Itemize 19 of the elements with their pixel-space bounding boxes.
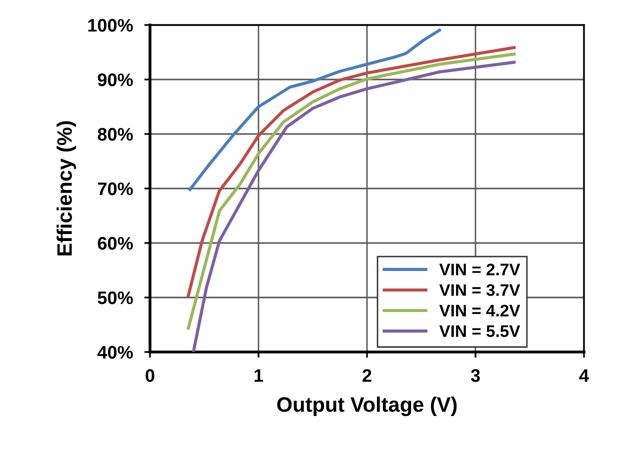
legend-label: VIN = 2.7V	[439, 264, 520, 276]
y-tick-label: 70%	[98, 182, 133, 196]
y-tick-label: 80%	[98, 128, 133, 141]
x-tick-label: 2	[362, 369, 372, 382]
y-axis-title: Efficiency (%)	[56, 121, 76, 256]
legend-label: VIN = 3.7V	[439, 284, 520, 296]
y-tick-label: 100%	[88, 18, 133, 32]
x-tick-label: 3	[470, 369, 480, 382]
y-tick-label: 50%	[98, 291, 133, 304]
y-tick-label: 60%	[98, 236, 133, 250]
legend-label: VIN = 4.2V	[439, 304, 520, 316]
line-series	[188, 28, 442, 192]
legend-label: VIN = 5.5V	[439, 325, 520, 338]
x-axis-title: Output Voltage (V)	[277, 396, 457, 416]
y-tick-label: 40%	[97, 346, 133, 359]
x-tick-label: 0	[146, 369, 154, 382]
y-tick-label: 90%	[98, 73, 133, 86]
x-tick-label: 1	[254, 369, 264, 382]
x-tick-label: 4	[579, 369, 589, 382]
